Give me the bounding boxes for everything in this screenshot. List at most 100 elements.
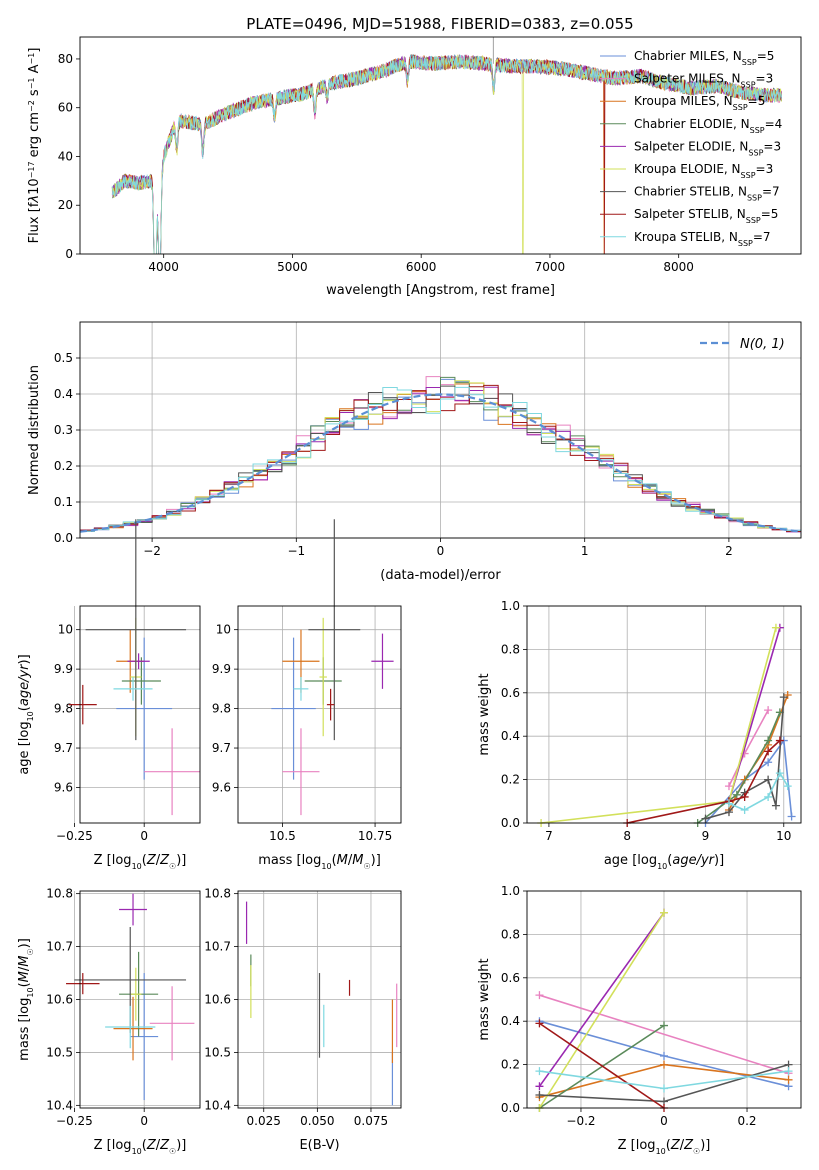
y-tick-label: 10 [216, 623, 231, 637]
weight-marker [535, 1067, 544, 1076]
gaussian-curve [79, 393, 802, 533]
weight-marker [660, 908, 668, 917]
y-tick-label: 0.2 [501, 1058, 520, 1072]
weight-line [705, 697, 785, 820]
x-tick-label: 7000 [535, 260, 566, 274]
axes-spectrum: 4000 5000 6000 7000 8000 0 20 40 60 80 [58, 37, 783, 274]
y-tick-label: 9.8 [212, 702, 231, 716]
weight-marker [660, 1021, 668, 1030]
y-tick-label: 10.5 [46, 1045, 73, 1059]
x-tick-label: 10 [776, 829, 791, 843]
weight-marker [775, 769, 784, 778]
weight-marker [787, 812, 796, 821]
weight-marker [724, 808, 733, 817]
y-axis-label: age [log10(age/yr)] [17, 654, 35, 774]
axes-age_vs_Z: −0.25 0 9.6 9.7 9.8 9.9 10 [54, 519, 200, 843]
x-axis-label: Z [log10(Z/Z☉)] [94, 1138, 187, 1156]
y-tick-label: 0.8 [501, 642, 520, 656]
y-tick-label: 0.5 [54, 351, 73, 365]
weight-marker [724, 782, 733, 791]
y-tick-label: 0.0 [501, 816, 520, 830]
legend-label: Chabrier MILES, NSSP=5 [634, 49, 774, 67]
weight-marker [535, 1090, 544, 1099]
weight-marker [535, 1019, 544, 1028]
y-tick-label: 20 [58, 198, 73, 212]
y-tick-label: 1.0 [501, 599, 520, 613]
y-tick-label: 10.8 [46, 887, 73, 901]
weight-line [539, 1024, 665, 1109]
x-axis-label: Z [log10(Z/Z☉)] [94, 853, 187, 871]
y-tick-label: 9.6 [54, 780, 73, 794]
weight-marker [732, 790, 741, 799]
histogram-8 [80, 386, 801, 534]
weight-marker [764, 706, 773, 715]
weight-marker [535, 991, 544, 1000]
legend-label: Salpeter MILES, NSSP=3 [634, 72, 773, 90]
y-tick-label: 0.3 [54, 423, 73, 437]
legend-label: Salpeter ELODIE, NSSP=3 [634, 139, 781, 157]
y-tick-label: 0.8 [501, 927, 520, 941]
y-tick-label: 10.7 [204, 940, 231, 954]
y-axis-label: mass weight [477, 673, 492, 755]
y-axis-label: Normed distribution [27, 365, 42, 495]
weight-line [539, 994, 789, 1075]
y-tick-label: 0.4 [501, 729, 520, 743]
weight-line [541, 627, 777, 824]
weight-marker [764, 758, 773, 767]
y-tick-label: 9.7 [212, 741, 231, 755]
x-tick-label: −0.25 [56, 1114, 93, 1128]
figure-title: PLATE=0496, MJD=51988, FIBERID=0383, z=0… [246, 15, 633, 33]
y-tick-label: 80 [58, 52, 73, 66]
axes-residuals: −2 −1 0 1 2 0.0 0.1 0.2 0.3 0.4 0.5 [54, 322, 802, 558]
x-tick-label: 0 [660, 1114, 668, 1128]
y-tick-label: 40 [58, 149, 73, 163]
x-axis-label: age [log10(age/yr)] [604, 853, 724, 871]
x-tick-label: 1 [581, 544, 589, 558]
weight-marker [784, 1067, 793, 1076]
legend-label: N(0, 1) [740, 337, 785, 352]
y-tick-label: 9.8 [54, 702, 73, 716]
y-tick-label: 0.1 [54, 495, 73, 509]
x-axis-label: wavelength [Angstrom, rest frame] [326, 283, 555, 298]
x-tick-label: 9 [702, 829, 710, 843]
axes-frame [79, 36, 802, 255]
axes-frame [237, 605, 402, 824]
weight-marker [660, 1051, 668, 1060]
weight-line [539, 1022, 665, 1109]
y-tick-label: 9.6 [212, 780, 231, 794]
y-tick-label: 0.6 [501, 971, 520, 985]
weight-marker [784, 1075, 793, 1084]
weight-line [538, 912, 665, 1109]
y-tick-label: 9.9 [54, 662, 73, 676]
legend-label: Kroupa ELODIE, NSSP=3 [634, 162, 773, 180]
axes-mass_vs_ebv: 0.025 0.050 0.075 10.4 10.5 10.6 10.7 10.8 [204, 887, 401, 1128]
x-tick-label: 7 [545, 829, 553, 843]
legend-label: Chabrier ELODIE, NSSP=4 [634, 117, 782, 135]
x-axis-label: mass [log10(M/M☉)] [258, 853, 381, 871]
weight-marker [660, 1060, 668, 1069]
y-tick-label: 10.5 [204, 1045, 231, 1059]
weight-marker [764, 775, 773, 784]
legend-spectrum: Chabrier MILES, NSSP=5 Salpeter MILES, NS… [600, 49, 782, 247]
axes-frame [79, 890, 201, 1109]
legend-label: Kroupa STELIB, NSSP=7 [634, 230, 771, 248]
weight-marker [783, 782, 792, 791]
axes-weight_vs_age: 7 8 9 10 0.0 0.2 0.4 0.6 0.8 1.0 [501, 599, 801, 843]
weight-marker [764, 792, 773, 801]
x-tick-label: 8000 [663, 260, 694, 274]
weight-marker [775, 736, 784, 745]
weight-marker [764, 736, 773, 745]
weight-marker [535, 1082, 544, 1091]
x-tick-label: 0 [140, 829, 148, 843]
axes-mass_vs_Z: −0.25 0 10.4 10.5 10.6 10.7 10.8 [46, 887, 200, 1128]
y-tick-label: 10 [58, 623, 73, 637]
weight-marker [724, 799, 733, 808]
axes-frame [526, 605, 802, 824]
axes-weight_vs_Z: −0.2 0 0.2 0.0 0.2 0.4 0.6 0.8 1.0 [501, 884, 801, 1128]
weight-marker [660, 1084, 668, 1093]
y-tick-label: 10.4 [46, 1098, 73, 1112]
x-tick-label: 0.050 [300, 1114, 334, 1128]
weight-marker [740, 792, 749, 801]
y-tick-label: 0.0 [501, 1101, 520, 1115]
